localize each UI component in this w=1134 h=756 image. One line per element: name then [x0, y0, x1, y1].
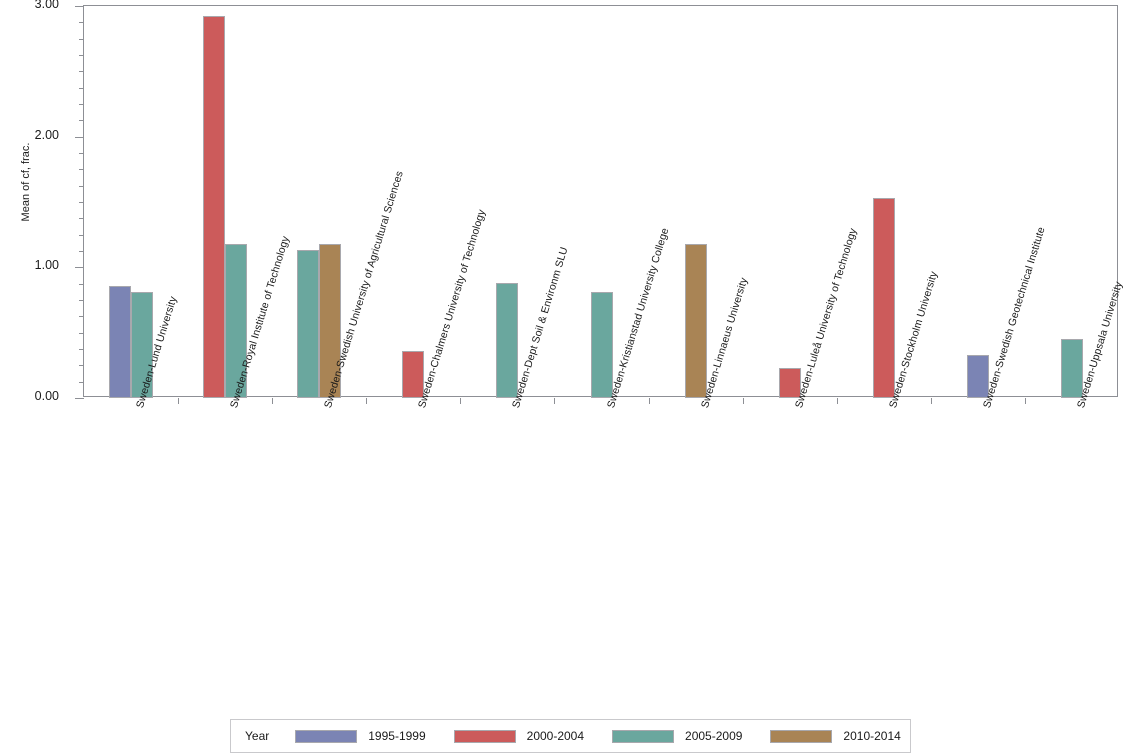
x-axis-tick [836, 398, 838, 404]
y-axis-minor-tick [79, 22, 84, 24]
y-axis-minor-tick [79, 381, 84, 383]
x-axis-tick [366, 398, 368, 404]
y-axis-minor-tick [79, 332, 84, 334]
y-axis-minor-tick [79, 38, 84, 40]
bar[interactable] [684, 243, 707, 398]
legend-title: Year [245, 729, 270, 743]
bar[interactable] [297, 250, 320, 398]
legend-entry[interactable]: 2000-2004 [453, 729, 585, 743]
y-axis-minor-tick [79, 185, 84, 187]
y-axis-tick-label: 3.00 [34, 0, 59, 11]
y-axis-tick [75, 6, 84, 7]
y-axis-minor-tick [79, 120, 84, 122]
legend-swatch [770, 729, 833, 743]
plot-area: 0.00 1.00 2.00 3.00 [35, 0, 1118, 404]
legend-label: 1995-1999 [368, 729, 426, 743]
y-axis-tick [75, 267, 84, 269]
y-axis-minor-tick [79, 234, 84, 236]
x-axis-tick [1024, 398, 1026, 404]
x-axis-tick [272, 398, 274, 404]
legend-swatch [453, 729, 516, 743]
y-axis-tick-label: 1.00 [34, 258, 59, 273]
legend-label: 2010-2014 [843, 729, 901, 743]
bar[interactable] [966, 354, 989, 398]
y-axis-minor-tick [79, 202, 84, 203]
y-axis-tick-label: 2.00 [34, 127, 59, 142]
y-axis-minor-tick [79, 153, 84, 154]
legend-label: 2005-2009 [685, 729, 743, 743]
y-axis-minor-tick [79, 104, 84, 105]
y-axis-tick [75, 398, 84, 399]
bar[interactable] [203, 16, 226, 398]
y-axis-minor-tick [79, 316, 84, 318]
bar[interactable] [402, 350, 425, 398]
y-axis-minor-tick [79, 251, 84, 252]
y-axis-minor-tick [79, 349, 84, 350]
y-axis-minor-tick [79, 71, 84, 73]
x-axis-tick [178, 398, 180, 404]
y-axis-tick [75, 136, 84, 138]
x-axis-tick [742, 398, 744, 404]
y-axis-minor-tick [79, 300, 84, 301]
x-axis-tick [648, 398, 650, 404]
bar[interactable] [131, 292, 154, 398]
bar[interactable] [496, 283, 519, 398]
bar[interactable] [225, 243, 248, 398]
bar[interactable] [109, 285, 132, 398]
x-axis-tick [930, 398, 932, 404]
legend-label: 2000-2004 [526, 729, 585, 743]
y-axis-minor-tick [79, 169, 84, 171]
legend-swatch [295, 729, 358, 743]
x-axis-tick [554, 398, 556, 404]
y-axis-minor-tick [79, 365, 84, 367]
legend-entry[interactable]: 2005-2009 [612, 729, 742, 743]
y-axis-minor-tick [79, 87, 84, 89]
y-axis-tick-label: 0.00 [34, 389, 59, 403]
y-axis-minor-tick [79, 55, 84, 56]
x-axis-tick [460, 398, 462, 404]
legend-entry[interactable]: 2010-2014 [770, 729, 901, 743]
bar[interactable] [590, 292, 613, 398]
bar[interactable] [1060, 339, 1083, 398]
legend-entry[interactable]: 1995-1999 [295, 729, 426, 743]
y-axis-minor-tick [79, 283, 84, 285]
chart-legend: Year 1995-1999 2000-2004 2005-2009 2010-201… [230, 719, 911, 753]
bar[interactable] [778, 367, 801, 398]
legend-swatch [612, 729, 675, 743]
bar[interactable] [319, 243, 342, 398]
y-axis-minor-tick [79, 218, 84, 220]
bar[interactable] [872, 198, 895, 398]
